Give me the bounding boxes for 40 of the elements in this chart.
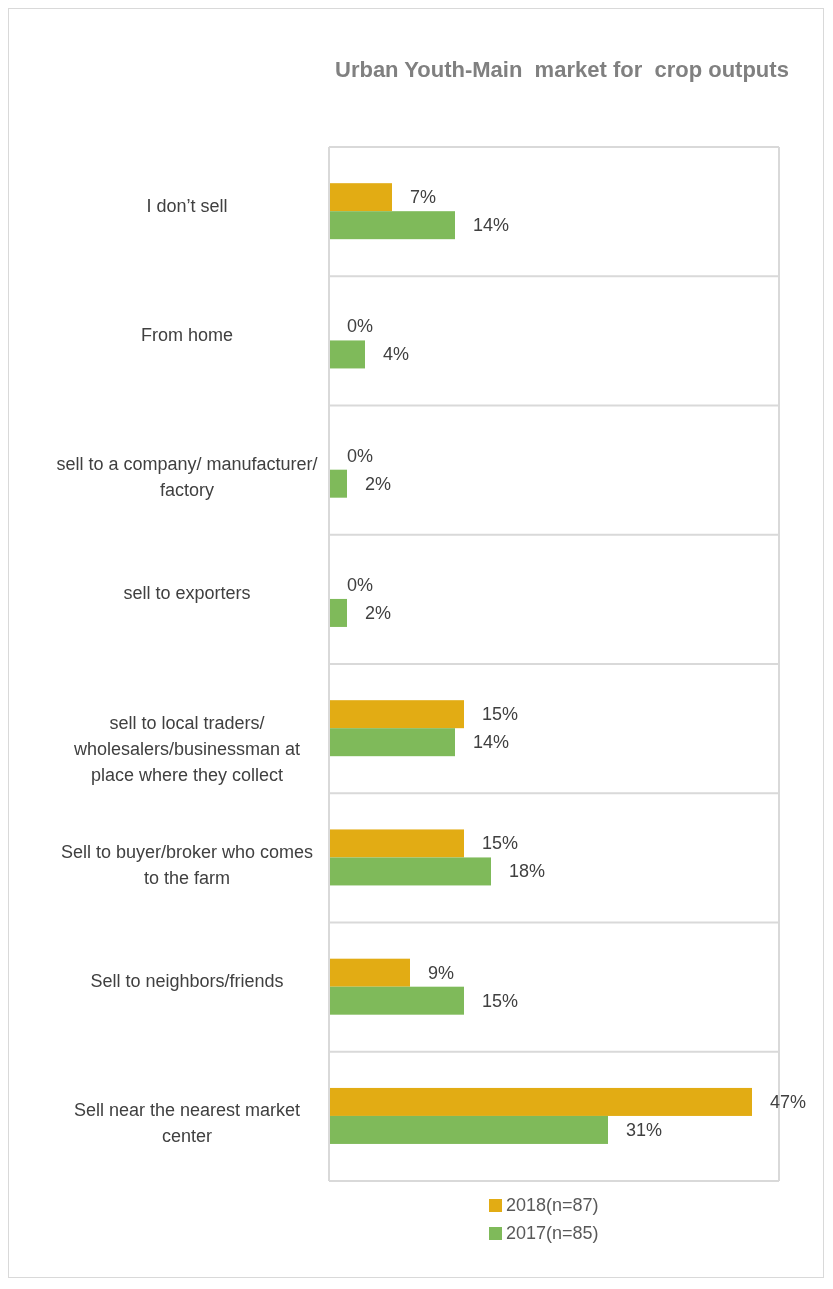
data-label: 14% — [473, 215, 510, 236]
y-tick-label: sell to a company/ manufacturer/ factory — [56, 454, 318, 501]
bar — [329, 1087, 752, 1116]
legend-label: 2018(n=87) — [505, 1193, 599, 1217]
y-tick-label: I don’t sell — [146, 195, 228, 216]
y-tick-label: From home — [140, 324, 234, 345]
data-label: 0% — [347, 574, 374, 595]
data-label: 15% — [482, 704, 519, 725]
data-label: 14% — [473, 732, 510, 753]
bar — [329, 1115, 608, 1144]
bar — [329, 958, 410, 987]
legend-label: 2017(n=85) — [505, 1221, 599, 1245]
data-label: 0% — [347, 316, 374, 337]
data-label: 15% — [482, 990, 519, 1011]
data-label: 7% — [410, 187, 437, 208]
y-tick-label: sell to exporters — [123, 583, 251, 604]
data-label: 31% — [626, 1119, 663, 1140]
data-label: 4% — [383, 344, 410, 365]
y-tick-label: sell to local traders/ wholesalers/businessman at place where they collect — [72, 712, 301, 785]
data-label: 0% — [347, 445, 374, 466]
data-label: 9% — [428, 962, 455, 983]
bar — [329, 829, 464, 858]
bar — [329, 340, 365, 369]
data-label: 47% — [770, 1091, 807, 1112]
data-label: 2% — [365, 473, 392, 494]
data-label: 18% — [509, 861, 546, 882]
bar — [329, 598, 347, 627]
bar — [329, 986, 464, 1015]
y-tick-label: Sell near the nearest market center — [73, 1100, 301, 1147]
chart-title: Urban Youth-Main market for crop outputs — [335, 57, 789, 83]
y-tick-label: Sell to buyer/broker who comes to the farm — [60, 841, 314, 888]
bar — [329, 211, 455, 240]
y-tick-label: Sell to neighbors/friends — [90, 971, 284, 992]
data-label: 2% — [365, 602, 392, 623]
bar — [329, 469, 347, 498]
bar — [329, 857, 491, 886]
bar — [329, 700, 464, 729]
bar — [329, 183, 392, 212]
data-label: 15% — [482, 833, 519, 854]
bar — [329, 728, 455, 757]
